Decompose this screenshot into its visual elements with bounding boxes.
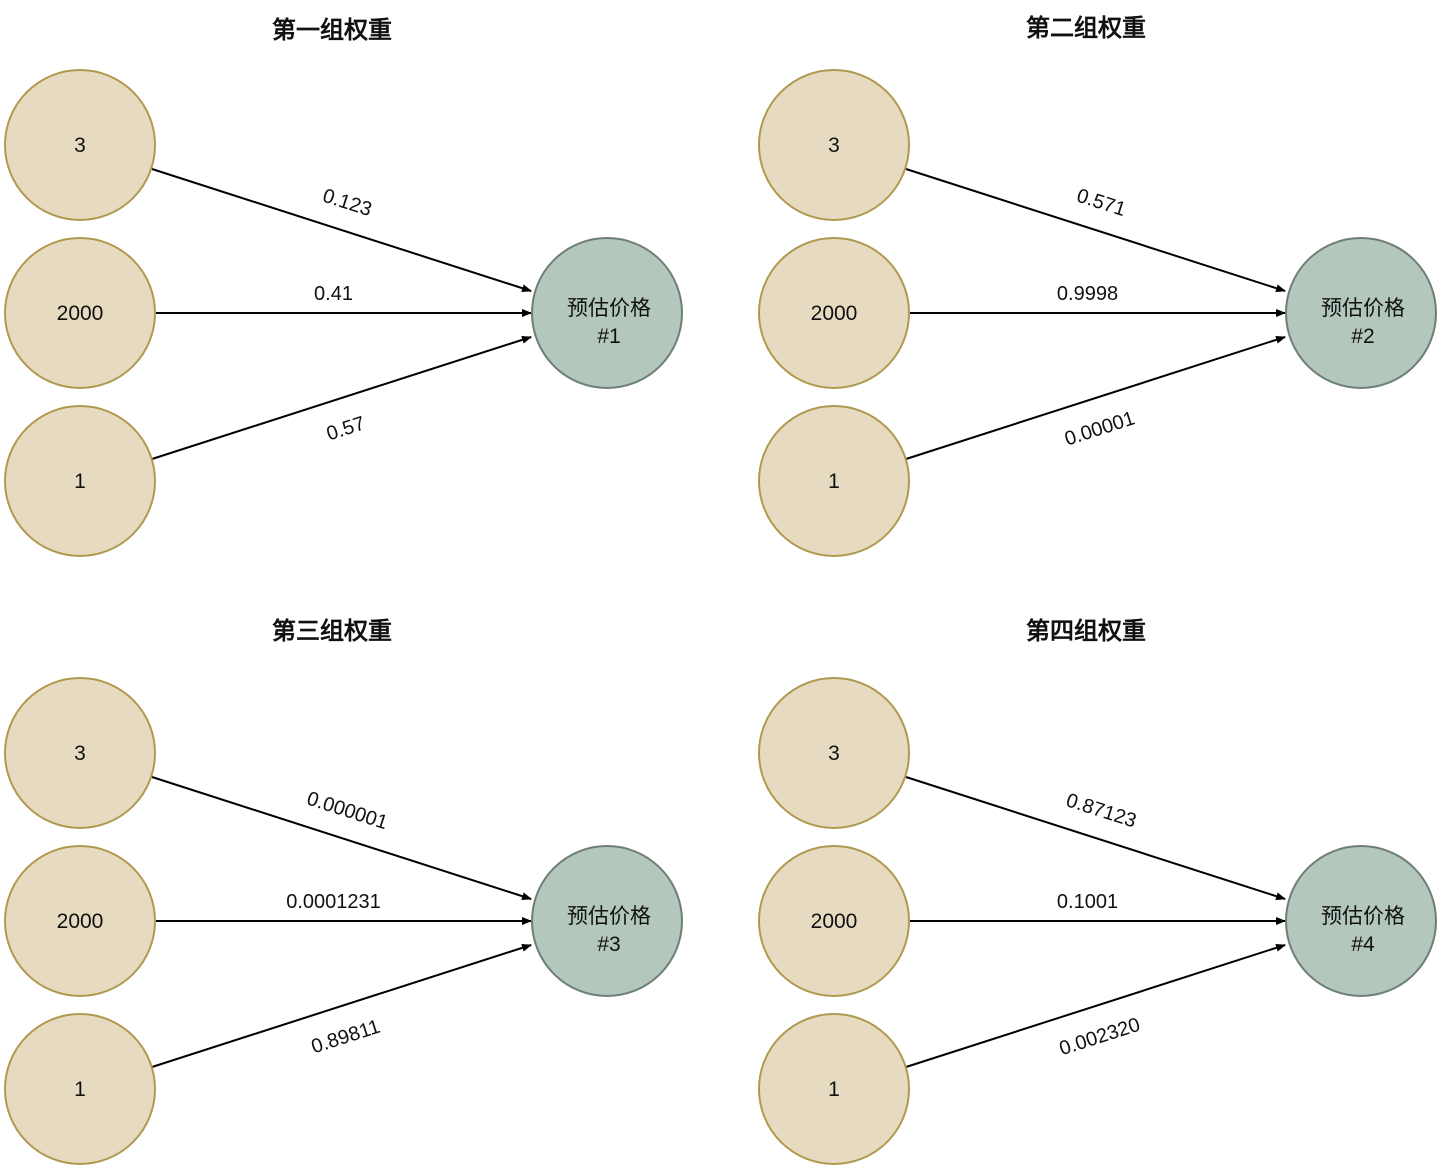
output-node bbox=[531, 845, 683, 997]
input-node bbox=[758, 69, 910, 221]
edge-arrow bbox=[151, 943, 532, 1068]
input-value: 3 bbox=[74, 742, 86, 765]
edge-arrow bbox=[905, 335, 1286, 460]
edge-arrow bbox=[905, 776, 1286, 901]
output-label: 预估价格 bbox=[1321, 297, 1405, 320]
input-value: 3 bbox=[828, 134, 840, 157]
panel-1: 第一组权重 0.123 0.41 0.57 3 2000 1 预估价格 #1 bbox=[4, 16, 683, 557]
input-node bbox=[4, 237, 156, 389]
input-value: 2000 bbox=[811, 910, 858, 933]
input-node bbox=[4, 677, 156, 829]
panel-2: 第二组权重 0.571 0.9998 0.00001 3 2000 1 预估价格 #2 bbox=[758, 14, 1437, 557]
output-label: 预估价格 bbox=[1321, 905, 1405, 928]
input-node bbox=[4, 69, 156, 221]
input-value: 2000 bbox=[811, 302, 858, 325]
input-node bbox=[758, 405, 910, 557]
output-node bbox=[531, 237, 683, 389]
weight-label: 0.002320 bbox=[1057, 1014, 1143, 1060]
weight-label: 0.1001 bbox=[1057, 891, 1118, 913]
weight-label: 0.41 bbox=[314, 283, 353, 305]
weight-label: 0.000001 bbox=[304, 788, 390, 834]
output-number: #4 bbox=[1351, 933, 1375, 956]
edge-arrow bbox=[151, 168, 532, 293]
input-value: 3 bbox=[74, 134, 86, 157]
edge-arrow bbox=[151, 335, 532, 460]
output-label: 预估价格 bbox=[567, 297, 651, 320]
input-value: 2000 bbox=[57, 910, 104, 933]
input-node bbox=[4, 405, 156, 557]
panel-title: 第三组权重 bbox=[272, 617, 392, 645]
weight-label: 0.0001231 bbox=[286, 891, 381, 913]
panel-4: 第四组权重 0.87123 0.1001 0.002320 3 2000 1 预估价格 #4 bbox=[758, 617, 1437, 1165]
weight-label: 0.57 bbox=[324, 413, 368, 446]
input-node bbox=[4, 845, 156, 997]
output-node bbox=[1285, 237, 1437, 389]
panel-3: 第三组权重 0.000001 0.0001231 0.89811 3 2000 1 预估价格 #… bbox=[4, 617, 683, 1165]
input-value: 1 bbox=[828, 470, 840, 493]
input-node bbox=[758, 237, 910, 389]
panel-title: 第四组权重 bbox=[1026, 617, 1146, 645]
output-number: #2 bbox=[1351, 325, 1374, 348]
weight-label: 0.89811 bbox=[309, 1016, 383, 1059]
weight-label: 0.123 bbox=[320, 185, 374, 221]
edge-arrow bbox=[151, 776, 532, 901]
input-node bbox=[758, 1013, 910, 1165]
output-label: 预估价格 bbox=[567, 905, 651, 928]
weight-label: 0.00001 bbox=[1062, 407, 1138, 450]
panel-title: 第二组权重 bbox=[1026, 14, 1146, 42]
edge-arrow bbox=[905, 943, 1286, 1068]
input-node bbox=[758, 845, 910, 997]
output-node bbox=[1285, 845, 1437, 997]
input-value: 1 bbox=[74, 470, 86, 493]
output-number: #3 bbox=[597, 933, 620, 956]
input-value: 1 bbox=[74, 1078, 86, 1101]
input-node bbox=[4, 1013, 156, 1165]
weight-label: 0.571 bbox=[1074, 185, 1128, 221]
input-value: 2000 bbox=[57, 302, 104, 325]
input-value: 1 bbox=[828, 1078, 840, 1101]
output-number: #1 bbox=[597, 325, 620, 348]
input-node bbox=[758, 677, 910, 829]
edge-arrow bbox=[905, 168, 1286, 293]
weight-label: 0.9998 bbox=[1057, 283, 1118, 305]
panel-title: 第一组权重 bbox=[272, 16, 392, 44]
weight-label: 0.87123 bbox=[1063, 789, 1139, 832]
input-value: 3 bbox=[828, 742, 840, 765]
